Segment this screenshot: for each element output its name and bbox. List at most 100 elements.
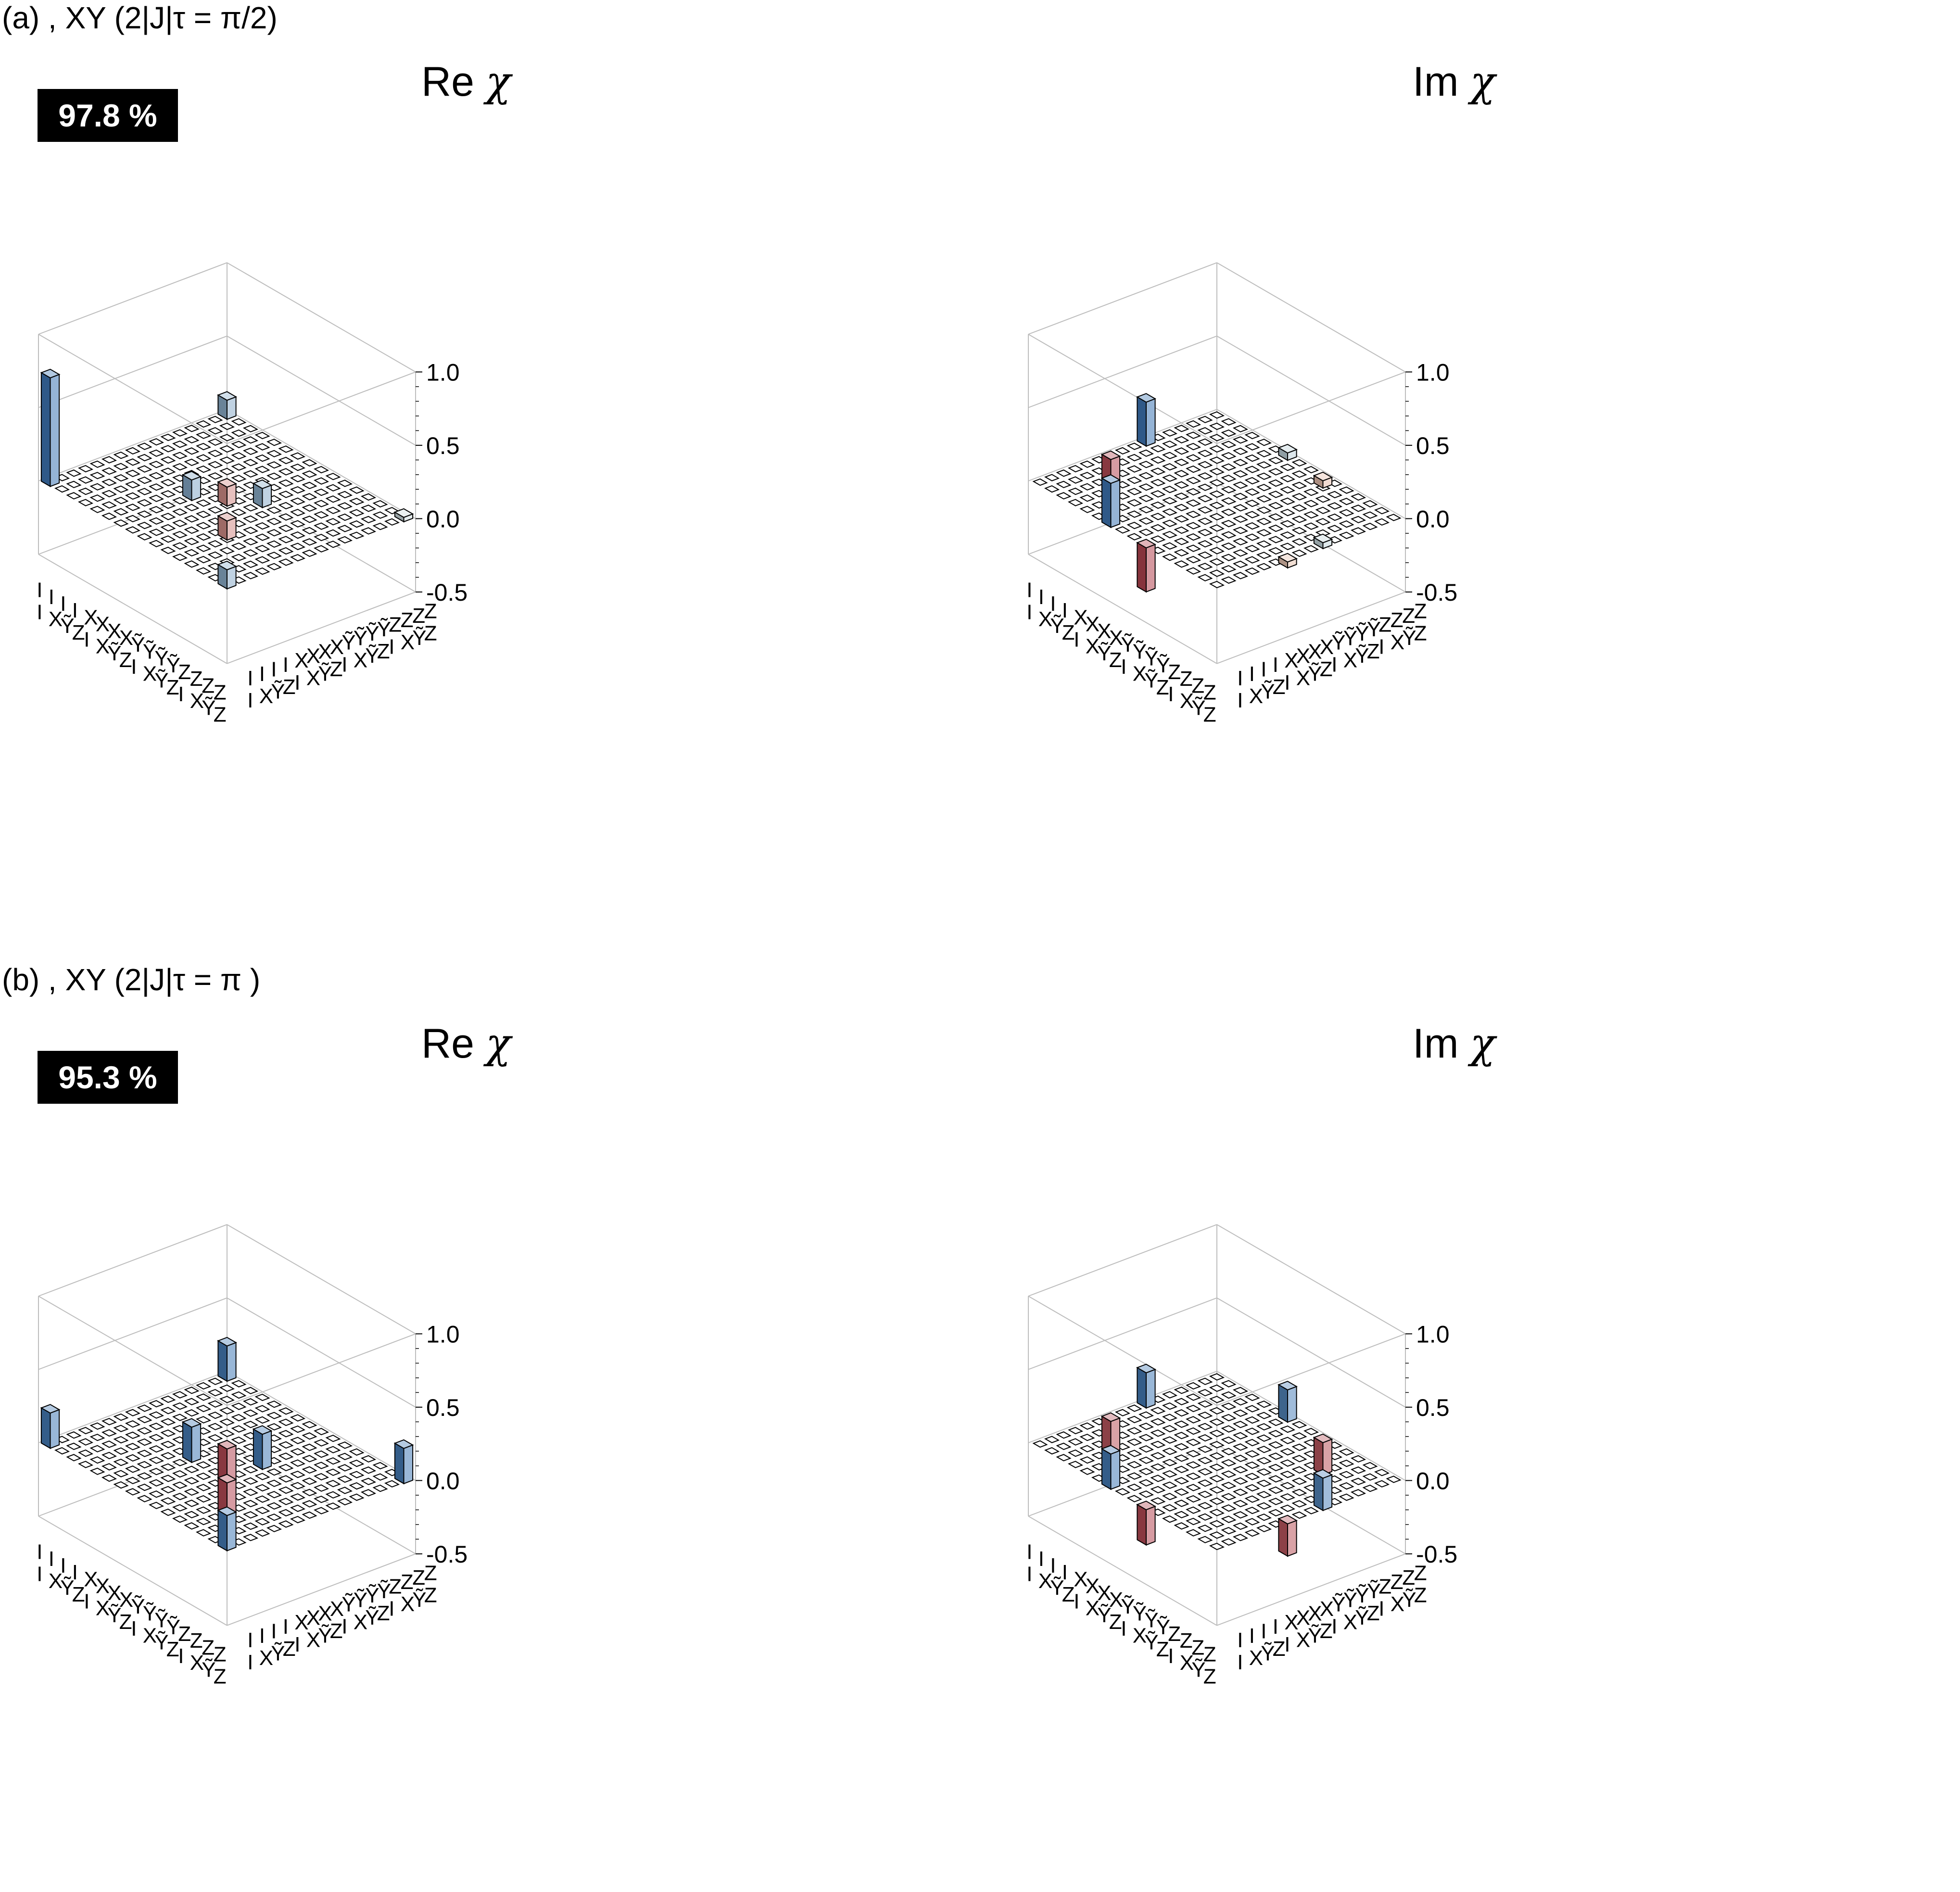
floor-grid xyxy=(54,1377,400,1546)
floor-cell xyxy=(1221,531,1237,539)
floor-cell xyxy=(1232,1488,1249,1496)
floor-cell xyxy=(242,560,259,568)
floor-cell xyxy=(160,1486,176,1494)
floor-cell xyxy=(1150,535,1166,543)
floor-cell xyxy=(195,454,212,462)
floor-cell xyxy=(1279,542,1296,550)
floor-cell xyxy=(148,540,164,547)
floor-cell xyxy=(1138,517,1154,525)
floor-cell xyxy=(1126,488,1142,495)
floor-cell xyxy=(137,521,152,530)
floor-cell xyxy=(1350,1455,1366,1463)
floor-cell xyxy=(125,526,141,534)
col-tick-label-bottom: X xyxy=(354,1610,367,1634)
floor-cell xyxy=(101,512,117,520)
floor-cell xyxy=(1138,1479,1154,1487)
col-tick-label-bottom: I xyxy=(1378,635,1384,658)
wall-gridline xyxy=(1216,1297,1406,1408)
floor-cell xyxy=(1056,492,1072,500)
floor-cell xyxy=(1162,463,1178,471)
bar xyxy=(1313,1433,1333,1476)
floor-cell xyxy=(172,452,188,459)
row-tick-label-bottom: Ỹ xyxy=(60,614,74,638)
col-tick-label-top: Z xyxy=(1414,600,1427,623)
floor-cell xyxy=(290,1448,306,1456)
row-tick-label-bottom: I xyxy=(84,1589,89,1613)
floor-cell xyxy=(1256,1423,1272,1431)
frame-edge xyxy=(38,1515,228,1626)
floor-cell xyxy=(101,479,117,486)
floor-cell xyxy=(1174,560,1189,568)
floor-cell xyxy=(125,1454,141,1462)
col-tick-label-top: X xyxy=(1320,635,1334,659)
floor-cell xyxy=(1209,1441,1225,1449)
bar-face xyxy=(1137,396,1147,447)
floor-cell xyxy=(1044,1436,1060,1443)
floor-cell xyxy=(1197,416,1213,423)
col-tick-label-top: X xyxy=(306,644,320,668)
floor-cell xyxy=(1162,1459,1178,1466)
floor-cell xyxy=(1232,1500,1249,1508)
floor-cell xyxy=(290,475,306,482)
floor-cell xyxy=(1209,502,1225,509)
floor-cell xyxy=(137,1483,152,1491)
row-tick-label-top: I xyxy=(37,579,42,602)
col-tick-label-top: Ỹ xyxy=(377,1579,391,1603)
floor-cell xyxy=(160,1463,176,1471)
floor-cell xyxy=(372,1473,388,1481)
floor-cell xyxy=(1232,492,1249,501)
floor-cell xyxy=(302,527,317,535)
col-tick-label-bottom: Z xyxy=(1414,622,1427,645)
z-tick-label: 1.0 xyxy=(1416,1321,1450,1348)
floor-cell xyxy=(1185,1517,1201,1526)
floor-cell xyxy=(1079,1445,1095,1452)
col-tick-label-bottom: X xyxy=(1391,631,1404,654)
floor-cell xyxy=(242,1500,259,1508)
floor-cell xyxy=(1362,1462,1378,1470)
floor-cell xyxy=(1221,1515,1237,1523)
floor-cell xyxy=(1209,1396,1225,1403)
floor-cell xyxy=(290,463,306,471)
floor-cell xyxy=(148,1490,164,1498)
frame-edge xyxy=(38,1224,228,1297)
row-tick-label-top: Ỹ xyxy=(1133,1601,1147,1625)
bar-face xyxy=(227,1342,237,1382)
col-tick-label-top: Z xyxy=(1402,1566,1415,1589)
col-tick-label-top: X xyxy=(1308,640,1322,663)
bar-top xyxy=(1100,1445,1121,1455)
floor-cell xyxy=(1174,504,1189,512)
floor-cell xyxy=(242,447,259,455)
floor-cell xyxy=(1350,1489,1366,1497)
floor-cell xyxy=(337,1452,353,1461)
floor-cell xyxy=(1268,524,1284,532)
floor-cell xyxy=(325,541,341,548)
floor-cell xyxy=(1232,527,1249,534)
floor-cell xyxy=(1209,580,1225,589)
floor-cell xyxy=(325,518,341,526)
floor-cell xyxy=(1268,1498,1284,1505)
floor-cell xyxy=(207,551,223,559)
floor-cell xyxy=(1279,1482,1296,1489)
bar xyxy=(1277,443,1298,461)
z-tick-label: -0.5 xyxy=(426,579,468,606)
floor-cell xyxy=(1327,525,1343,532)
floor-cell xyxy=(1256,472,1272,480)
floor-cell xyxy=(1291,1477,1307,1485)
col-tick-label-bottom: X xyxy=(306,1628,320,1652)
bars xyxy=(40,368,414,590)
floor-cell xyxy=(1256,529,1272,537)
floor-cell xyxy=(1279,1470,1296,1478)
floor-cell xyxy=(1150,524,1166,532)
floor-cell xyxy=(137,533,152,541)
floor-cell xyxy=(1126,499,1142,507)
floor-cell xyxy=(207,506,223,514)
floor-cell xyxy=(1339,1459,1354,1467)
bar xyxy=(252,1425,273,1471)
floor-cell xyxy=(278,1520,294,1528)
row-tick-label-top: I xyxy=(37,1540,42,1564)
floor-cell xyxy=(254,522,270,530)
floor-cell xyxy=(1079,472,1095,479)
floor-cell xyxy=(1256,540,1272,548)
bar xyxy=(1277,1381,1298,1423)
floor-cell xyxy=(1256,1457,1272,1464)
